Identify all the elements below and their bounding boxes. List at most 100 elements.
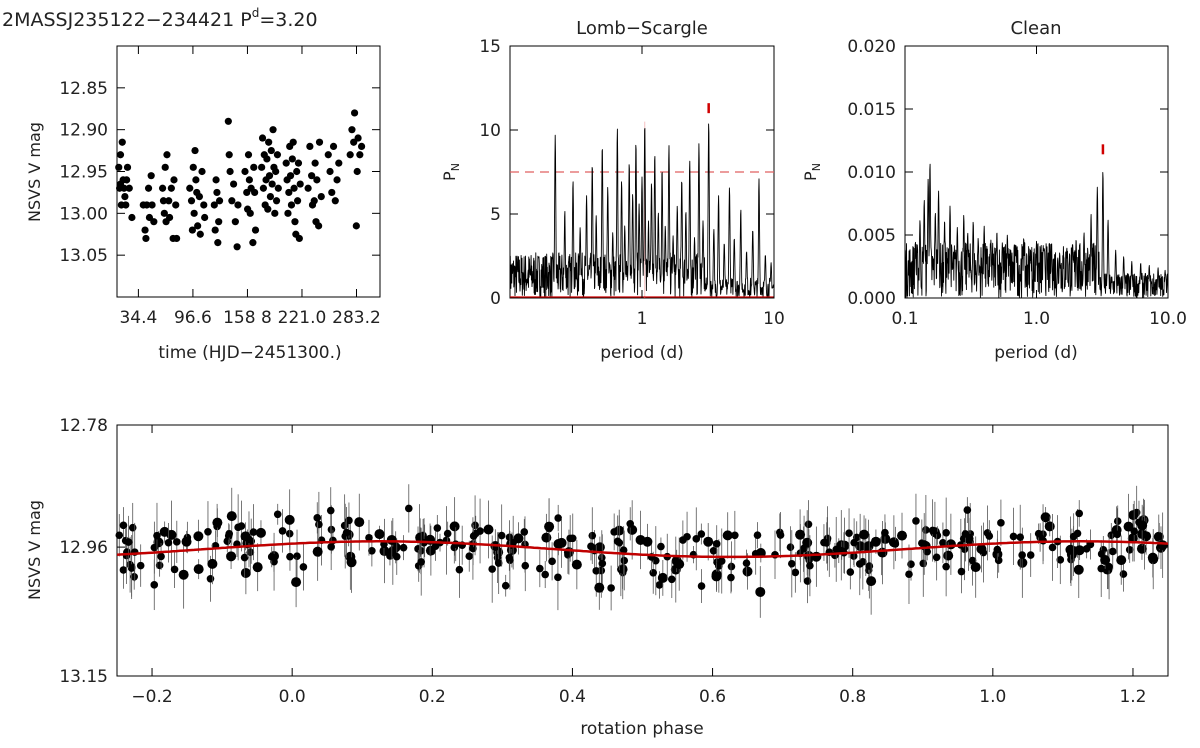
phased-point — [386, 534, 397, 545]
lomb-scargle-ytick-label: 10 — [479, 121, 501, 141]
phased-xtick-label: 0.2 — [419, 687, 446, 707]
light-curve-point — [213, 188, 221, 197]
light-curve-xtick-label: 283.2 — [332, 308, 381, 328]
light-curve-point — [123, 163, 132, 171]
phased-point — [521, 561, 530, 570]
phased-point — [755, 586, 766, 597]
phased-point — [1147, 552, 1158, 563]
clean-axes: 0.1 1.0 10.0 0.000 0.005 0.010 0.015 0.020 — [847, 37, 1187, 329]
phased-point — [703, 536, 714, 547]
light-curve-point — [354, 134, 362, 142]
phased-point — [881, 528, 889, 537]
phased-point — [832, 545, 841, 554]
phased-point — [1108, 547, 1117, 556]
phased-point — [870, 536, 881, 547]
phased-point — [541, 570, 550, 579]
phased-point — [776, 531, 785, 539]
light-curve-point — [167, 184, 175, 192]
phased-point — [667, 575, 676, 584]
lomb-scargle-ytick-label: 5 — [490, 205, 501, 225]
lomb-scargle-axes: 1 10 0 5 10 15 — [479, 37, 784, 329]
phased-point — [541, 532, 552, 543]
light-curve-point — [212, 176, 220, 184]
phased-point — [717, 557, 726, 565]
light-curve-point — [215, 197, 224, 205]
phased-point — [1065, 544, 1076, 555]
phased-ytick-label: 12.96 — [59, 538, 108, 558]
phased-point — [509, 538, 517, 547]
light-curve-point — [192, 176, 200, 184]
phased-point — [505, 533, 514, 542]
phased-point — [997, 519, 1005, 527]
light-curve-point — [258, 134, 267, 142]
phased-point — [791, 568, 800, 577]
clean-ytick-label: 0.005 — [847, 226, 896, 246]
phased-point — [417, 558, 426, 566]
phased-point — [1113, 530, 1122, 539]
light-curve-point — [144, 184, 153, 192]
phased-point — [1069, 532, 1078, 541]
light-curve-xlabel: time (HJD−2451300.) — [158, 343, 341, 363]
phased-xlabel: rotation phase — [580, 719, 703, 739]
phased-point — [255, 527, 266, 538]
phased-point — [449, 521, 460, 532]
phased-point — [170, 565, 179, 574]
light-curve-axes: 34.4 96.6 158 8 221.0 283.2 12.85 12.90 12.95 13… — [59, 46, 381, 328]
phased-point — [866, 576, 877, 587]
phased-point — [1018, 551, 1026, 559]
light-curve-point — [265, 172, 274, 180]
phased-point — [368, 546, 376, 555]
light-curve-point — [225, 151, 233, 159]
phased-point — [520, 528, 529, 536]
clean-ylabel: PN — [801, 163, 823, 181]
light-curve-point — [228, 197, 236, 205]
phased-point — [240, 567, 251, 578]
light-curve-point — [191, 146, 199, 155]
light-curve-point — [190, 209, 198, 217]
light-curve-ytick-label: 13.00 — [59, 204, 108, 224]
phased-point — [674, 559, 685, 570]
light-curve-point — [244, 151, 253, 159]
phased-point — [204, 528, 212, 536]
light-curve-point — [286, 172, 295, 180]
phased-point — [1026, 551, 1035, 559]
light-curve-point — [201, 213, 209, 222]
phased-fit-curve — [116, 540, 1169, 559]
clean-title: Clean — [1010, 18, 1061, 39]
phased-point — [610, 528, 618, 536]
light-curve-ytick-label: 12.95 — [59, 163, 108, 183]
phased-point — [802, 537, 813, 548]
phased-point — [374, 529, 385, 540]
phased-point — [613, 537, 622, 546]
phased-point — [727, 573, 735, 582]
light-curve-point — [315, 222, 323, 230]
phased-point — [976, 543, 987, 554]
light-curve-point — [263, 155, 271, 163]
light-curve-point — [266, 193, 275, 201]
clean-frame — [904, 45, 1169, 299]
phased-point — [683, 532, 691, 541]
light-curve-point — [346, 151, 354, 159]
phased-xtick-label: −0.2 — [131, 687, 172, 707]
phased-point — [178, 569, 189, 580]
light-curve-point — [264, 205, 272, 213]
phased-point — [697, 530, 706, 538]
phased-point — [193, 564, 204, 575]
phased-point — [345, 516, 353, 525]
light-curve-point — [215, 218, 223, 226]
light-curve-point — [226, 167, 234, 176]
phased-point — [970, 562, 981, 573]
phased-point — [1113, 517, 1122, 526]
phased-point — [240, 531, 251, 542]
phased-point — [246, 548, 255, 556]
light-curve-point — [116, 151, 125, 159]
phased-point — [155, 561, 164, 570]
phased-point — [709, 546, 718, 555]
light-curve-point — [290, 184, 298, 192]
phased-point — [891, 540, 900, 548]
phased-ytick-label: 13.15 — [59, 667, 108, 687]
phased-point — [392, 552, 401, 561]
light-curve-point — [198, 167, 206, 176]
light-curve-point — [120, 184, 128, 192]
